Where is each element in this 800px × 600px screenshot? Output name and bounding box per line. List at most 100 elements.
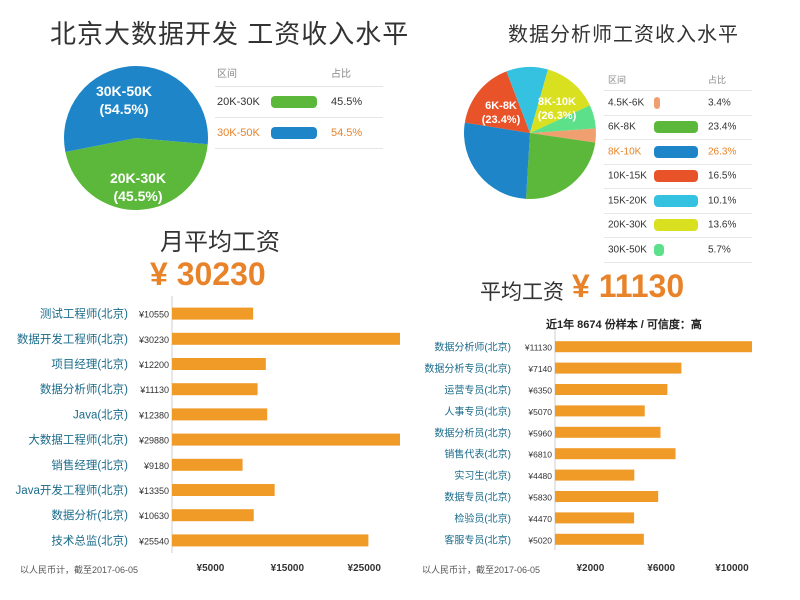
right-legend-row: 15K-20K 10.1%: [604, 189, 752, 214]
left-legend-table: 区间 占比 20K-30K 45.5% 30K-50K 54.5%: [215, 64, 383, 149]
left-chart-bar: [172, 433, 400, 446]
right-chart-bar: [555, 469, 635, 481]
right-legend-pct: 3.4%: [708, 97, 731, 109]
right-legend-label: 30K-50K: [608, 244, 647, 256]
left-pie-chart: 30K-50K (54.5%) 20K-30K (45.5%): [64, 65, 209, 210]
left-chart-bar: [172, 332, 400, 345]
left-legend-row: 20K-30K 45.5%: [215, 87, 383, 118]
left-legend-swatch: [271, 127, 317, 139]
left-chart-bar: [172, 509, 254, 522]
right-bar-chart: 数据分析师(北京) ¥11130 数据分析专员(北京) ¥7140 运营专员(北京) ¥6…: [424, 330, 752, 574]
right-chart-value-label: ¥6350: [527, 386, 552, 396]
left-chart-category-label: Java(北京): [73, 407, 128, 421]
right-legend-label: 15K-20K: [608, 195, 647, 207]
left-pie-label-1-pct: (45.5%): [113, 188, 162, 204]
right-chart-category-label: 实习生(北京): [454, 469, 511, 482]
left-pie-slice-30K-50K: [64, 65, 209, 152]
right-chart-category-label: 数据分析专员(北京): [424, 362, 511, 375]
right-chart-value-label: ¥4470: [527, 514, 552, 524]
right-legend-row: 10K-15K 16.5%: [604, 165, 752, 189]
right-chart-bar: [555, 426, 661, 438]
left-chart-value-label: ¥11130: [139, 385, 169, 395]
right-chart-bar: [555, 362, 682, 374]
right-chart-category-label: 销售代表(北京): [444, 448, 511, 461]
right-chart-category-label: 检验员(北京): [454, 512, 511, 525]
right-legend-swatch: [654, 219, 698, 232]
right-chart-bar: [555, 491, 659, 502]
left-pie-label-1-range: 20K-30K: [110, 170, 166, 186]
right-chart-value-label: ¥5830: [527, 493, 552, 503]
left-avg-label: 月平均工资: [160, 229, 280, 256]
left-legend-col1: 区间: [217, 69, 237, 80]
left-chart-category-label: 数据分析(北京): [51, 508, 128, 522]
right-chart-bar: [555, 405, 645, 417]
left-chart-tick-label: ¥5000: [197, 563, 225, 574]
left-chart-value-label: ¥12200: [138, 360, 169, 370]
right-chart-category-label: 数据专员(北京): [444, 491, 511, 504]
left-chart-value-label: ¥25540: [138, 536, 169, 546]
right-pie-slice-20K-30K: [530, 69, 590, 133]
right-legend-label: 8K-10K: [608, 146, 642, 158]
left-pie-label-0-pct: (54.5%): [99, 101, 148, 117]
left-chart-bar: [172, 383, 258, 396]
right-legend-swatch: [654, 194, 698, 207]
right-legend-pct: 5.7%: [708, 244, 731, 256]
right-legend-row: 30K-50K 5.7%: [604, 238, 752, 263]
left-chart-value-label: ¥30230: [138, 335, 169, 345]
right-chart-tick-label: ¥6000: [647, 563, 675, 574]
left-legend-swatch: [271, 96, 317, 108]
left-chart-bar: [172, 307, 254, 320]
right-chart-tick-label: ¥2000: [576, 563, 604, 574]
right-chart-value-label: ¥11130: [524, 343, 552, 353]
left-chart-category-label: Java开发工程师(北京): [16, 483, 129, 497]
right-chart-category-label: 数据分析员(北京): [434, 426, 511, 439]
left-pie-slice-20K-30K: [65, 138, 208, 210]
right-pie-label-1-pct: (26.3%): [538, 110, 577, 122]
left-legend-label: 30K-50K: [217, 127, 260, 139]
left-legend-pct: 54.5%: [331, 127, 363, 139]
right-chart-category-label: 数据分析师(北京): [434, 341, 511, 354]
right-legend-table: 区间 占比 4.5K-6K 3.4% 6K-8K 23.4% 8K-10K 26.3% 10…: [604, 70, 752, 263]
right-chart-value-label: ¥5960: [527, 428, 552, 438]
left-chart-tick-label: ¥15000: [271, 563, 305, 574]
right-pie-slice-30K-50K: [530, 105, 596, 133]
right-legend-swatch: [654, 170, 698, 183]
right-chart-value-label: ¥7140: [527, 364, 552, 374]
left-chart-value-label: ¥12380: [138, 410, 169, 420]
right-legend-swatch: [654, 243, 664, 256]
left-chart-value-label: ¥29880: [138, 436, 169, 446]
right-legend-col1: 区间: [608, 75, 627, 85]
left-chart-value-label: ¥9180: [143, 461, 169, 471]
right-legend-row: 6K-8K 23.4%: [604, 116, 752, 140]
right-legend-row: 20K-30K 13.6%: [604, 214, 752, 238]
right-legend-pct: 16.5%: [708, 170, 737, 182]
left-legend-row: 30K-50K 54.5%: [215, 118, 383, 149]
right-chart-category-label: 客服专员(北京): [444, 533, 511, 546]
left-chart-tick-label: ¥25000: [348, 563, 382, 574]
left-chart-bar: [172, 534, 369, 547]
right-legend-label: 6K-8K: [608, 121, 636, 133]
right-avg-label: 平均工资: [480, 281, 564, 304]
right-pie-label-0-range: 6K-8K: [485, 100, 517, 112]
right-legend-row: 4.5K-6K 3.4%: [604, 91, 752, 116]
left-avg-value: ¥ 30230: [150, 256, 266, 292]
left-chart-value-label: ¥10630: [138, 511, 169, 521]
left-chart-bar: [172, 358, 266, 370]
right-legend-pct: 26.3%: [708, 146, 737, 158]
right-chart-category-label: 人事专员(北京): [444, 405, 511, 418]
right-avg-value: ¥ 11130: [572, 268, 685, 304]
left-chart-category-label: 测试工程师(北京): [40, 307, 128, 321]
right-sample-note: 近1年 8674 份样本 / 可信度：高: [546, 319, 702, 331]
right-chart-bar: [555, 341, 752, 353]
right-legend-col2: 占比: [708, 75, 727, 85]
right-pie-slice-4.5K-6K: [530, 128, 596, 143]
right-chart-bar: [555, 512, 635, 524]
right-legend-row: 8K-10K 26.3%: [604, 140, 752, 165]
left-legend-label: 20K-30K: [217, 96, 260, 108]
left-chart-value-label: ¥10550: [138, 310, 169, 320]
right-pie-label-1-range: 8K-10K: [538, 96, 576, 108]
left-bar-chart: 测试工程师(北京) ¥10550 数据开发工程师(北京) ¥30230 项目经理(北京)…: [16, 296, 400, 574]
right-pie-slice-15K-20K: [506, 67, 548, 133]
right-pie-slice-10K-15K: [464, 71, 530, 133]
right-chart-category-label: 运营专员(北京): [444, 384, 511, 397]
